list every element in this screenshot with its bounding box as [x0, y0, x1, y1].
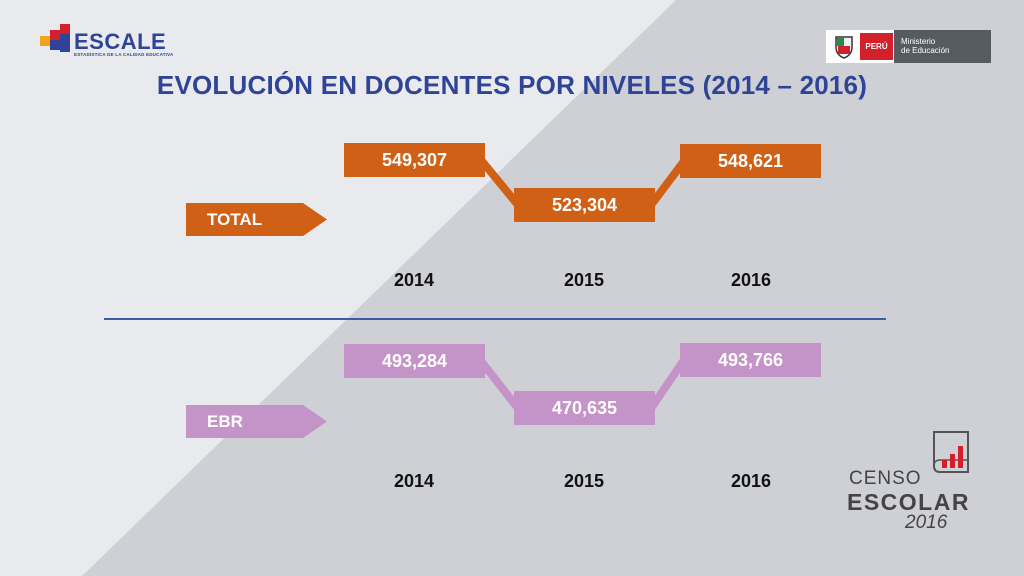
total-year-2015: 2015	[563, 270, 605, 290]
peru-coat-of-arms-icon	[835, 36, 853, 59]
censo-logo-line1: CENSO	[849, 468, 922, 489]
section-divider	[104, 318, 886, 320]
total-year-2014: 2014	[393, 270, 435, 290]
ministry-name-line1: Ministerio	[901, 37, 936, 46]
ministry-name-line2: de Educación	[901, 46, 950, 55]
ministry-name: Ministerio de Educación	[894, 30, 991, 63]
series-label-ebr: EBR	[186, 405, 327, 438]
censo-book-chart-icon	[933, 431, 969, 473]
total-value-2015: 523,304	[514, 188, 655, 222]
ebr-value-2014: 493,284	[344, 344, 485, 378]
escale-logo-icon	[40, 24, 70, 52]
peru-badge: PERÚ	[860, 33, 893, 60]
escale-logo-subtitle: ESTADÍSTICA DE LA CALIDAD EDUCATIVA	[74, 52, 174, 57]
total-year-2016: 2016	[730, 270, 772, 290]
ebr-value-2015: 470,635	[514, 391, 655, 426]
ebr-value-2016: 493,766	[680, 343, 821, 377]
escale-logo-text: ESCALE	[74, 29, 167, 54]
series-label-total: TOTAL	[186, 203, 327, 236]
total-value-2014: 549,307	[344, 143, 485, 177]
total-value-2016: 548,621	[680, 144, 821, 179]
censo-logo-year: 2016	[905, 512, 948, 533]
ebr-year-2015: 2015	[563, 471, 605, 491]
ebr-year-2016: 2016	[730, 471, 772, 491]
slide-title: EVOLUCIÓN EN DOCENTES POR NIVELES (2014 …	[156, 70, 868, 100]
censo-logo-line2: ESCOLAR	[847, 489, 970, 515]
ebr-year-2014: 2014	[393, 471, 435, 491]
